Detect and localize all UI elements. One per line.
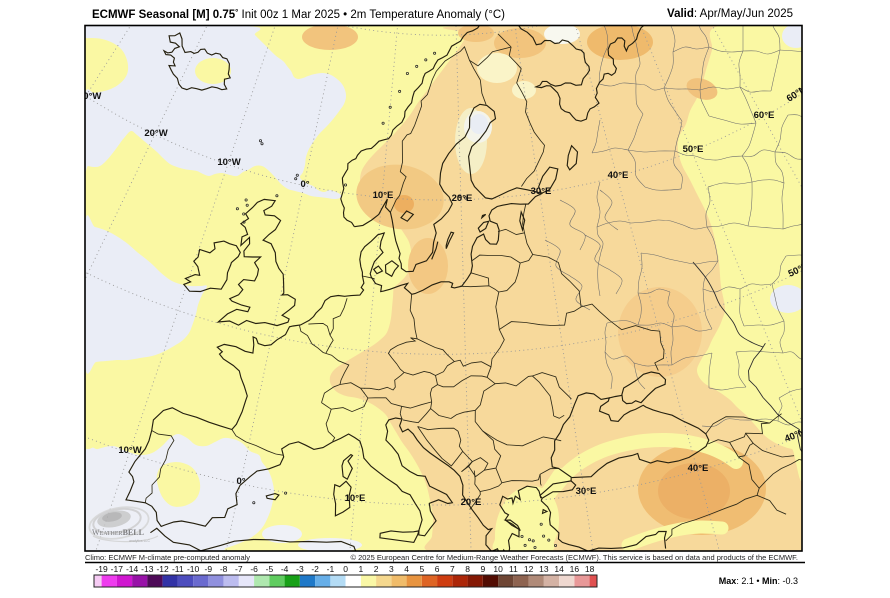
svg-text:-1: -1 bbox=[327, 564, 335, 574]
svg-text:10°E: 10°E bbox=[373, 190, 394, 201]
svg-text:10: 10 bbox=[493, 564, 503, 574]
svg-text:7: 7 bbox=[450, 564, 455, 574]
svg-text:1: 1 bbox=[359, 564, 364, 574]
svg-text:30°E: 30°E bbox=[531, 186, 552, 197]
svg-text:-10: -10 bbox=[187, 564, 200, 574]
svg-text:40°E: 40°E bbox=[608, 170, 629, 181]
svg-text:0°: 0° bbox=[300, 179, 309, 190]
svg-text:20°E: 20°E bbox=[452, 193, 473, 204]
svg-text:-17: -17 bbox=[111, 564, 124, 574]
svg-text:-11: -11 bbox=[172, 564, 184, 574]
svg-text:10°W: 10°W bbox=[217, 157, 240, 168]
svg-text:4: 4 bbox=[404, 564, 409, 574]
svg-text:-19: -19 bbox=[95, 564, 108, 574]
svg-text:-2: -2 bbox=[311, 564, 319, 574]
svg-text:18: 18 bbox=[585, 564, 595, 574]
svg-text:-6: -6 bbox=[250, 564, 258, 574]
svg-text:3: 3 bbox=[389, 564, 394, 574]
svg-text:9: 9 bbox=[481, 564, 486, 574]
svg-text:10°E: 10°E bbox=[345, 493, 366, 504]
svg-text:0°: 0° bbox=[236, 476, 245, 487]
svg-text:© 2025 European Centre for Med: © 2025 European Centre for Medium-Range … bbox=[350, 553, 798, 562]
svg-text:60°E: 60°E bbox=[754, 110, 775, 121]
svg-text:Climo: ECMWF M-climate pre-com: Climo: ECMWF M-climate pre-computed anom… bbox=[85, 553, 250, 562]
svg-text:40°E: 40°E bbox=[688, 463, 709, 474]
svg-text:-4: -4 bbox=[281, 564, 289, 574]
svg-text:20°E: 20°E bbox=[461, 497, 482, 508]
svg-text:-9: -9 bbox=[205, 564, 213, 574]
svg-text:2: 2 bbox=[374, 564, 379, 574]
svg-text:12: 12 bbox=[524, 564, 534, 574]
svg-text:analytics LLC: analytics LLC bbox=[129, 539, 150, 543]
svg-text:10°W: 10°W bbox=[118, 445, 141, 456]
svg-text:-8: -8 bbox=[220, 564, 228, 574]
svg-text:-12: -12 bbox=[156, 564, 169, 574]
svg-text:Max: 2.1 • Min: -0.3: Max: 2.1 • Min: -0.3 bbox=[719, 576, 798, 586]
svg-text:8: 8 bbox=[465, 564, 470, 574]
svg-text:-5: -5 bbox=[266, 564, 274, 574]
svg-text:11: 11 bbox=[509, 564, 518, 574]
svg-text:WEATHERBELL: WEATHERBELL bbox=[92, 528, 144, 537]
svg-text:-3: -3 bbox=[296, 564, 304, 574]
svg-text:-7: -7 bbox=[235, 564, 243, 574]
svg-text:20°W: 20°W bbox=[144, 128, 167, 139]
svg-text:30°W: 30°W bbox=[78, 91, 101, 102]
svg-text:16: 16 bbox=[570, 564, 580, 574]
svg-text:-14: -14 bbox=[126, 564, 139, 574]
svg-text:5: 5 bbox=[420, 564, 425, 574]
svg-text:-13: -13 bbox=[141, 564, 154, 574]
svg-text:14: 14 bbox=[554, 564, 564, 574]
svg-text:13: 13 bbox=[539, 564, 549, 574]
svg-text:50°E: 50°E bbox=[683, 144, 704, 155]
svg-text:6: 6 bbox=[435, 564, 440, 574]
svg-text:30°E: 30°E bbox=[576, 486, 597, 497]
svg-text:0: 0 bbox=[343, 564, 348, 574]
